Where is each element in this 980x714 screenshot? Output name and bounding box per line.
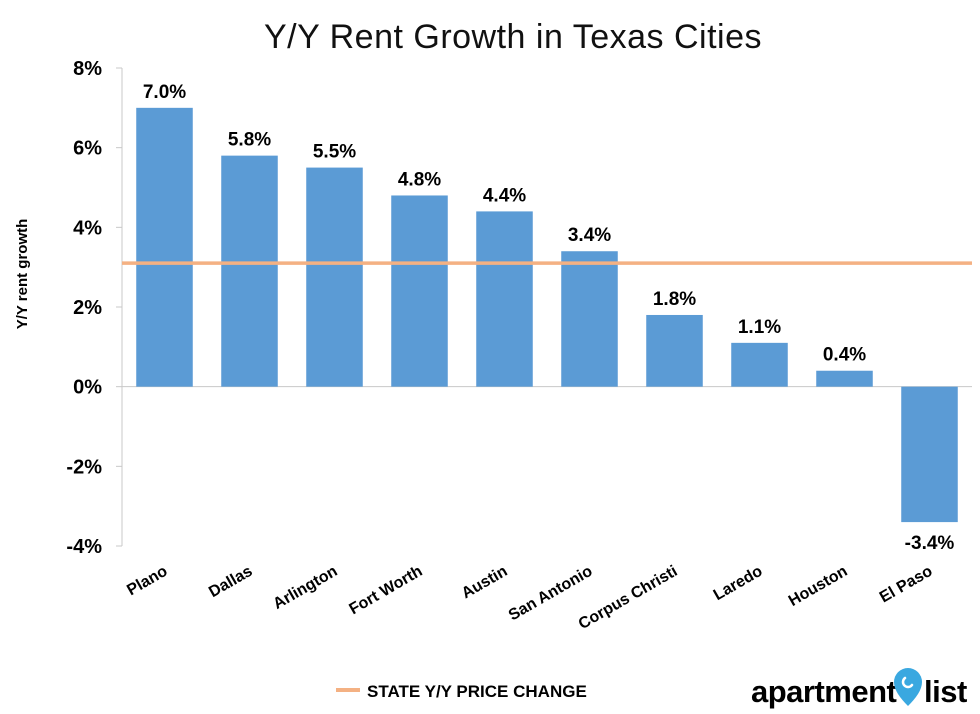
logo-text-apartment: apartment	[751, 674, 897, 709]
x-axis-labels: Plano Dallas Arlington Fort Worth AustinSan …	[124, 563, 935, 633]
data-label: -3.4%	[905, 533, 955, 554]
x-tick-label: Laredo	[711, 563, 766, 605]
data-labels: 7.0% 5.8% 5.5% 4.8% 4.4% 3.4% 1.8% 1.1% 0.4% -3.4…	[143, 82, 955, 554]
bars	[136, 107, 958, 523]
bar	[391, 195, 448, 387]
chart-title: Y/Y Rent Growth in Texas Cities	[264, 18, 762, 56]
x-tick-label: El Paso	[877, 563, 936, 607]
bar	[901, 386, 958, 523]
bar	[646, 314, 703, 387]
bar	[731, 342, 788, 387]
bar	[476, 211, 533, 387]
bar	[561, 251, 618, 387]
x-tick-label: Fort Worth	[346, 563, 425, 618]
bar	[816, 370, 873, 387]
data-label: 4.4%	[483, 185, 526, 206]
y-axis: 8% 6% 4% 2% 0% -2% -4%	[66, 58, 972, 558]
legend: STATE Y/Y PRICE CHANGE	[336, 682, 587, 701]
y-tick-label: -4%	[66, 536, 102, 558]
data-label: 5.5%	[313, 142, 356, 163]
x-tick-label: Arlington	[270, 563, 340, 613]
y-axis-label: Y/Y rent growth	[14, 219, 31, 330]
legend-label: STATE Y/Y PRICE CHANGE	[367, 682, 587, 701]
y-tick-label: 8%	[73, 58, 102, 80]
location-pin-icon	[894, 668, 922, 706]
apartment-list-logo: apartment list	[751, 668, 967, 709]
data-label: 7.0%	[143, 82, 186, 103]
data-label: 4.8%	[398, 169, 441, 190]
data-label: 1.1%	[738, 317, 781, 338]
bar	[221, 155, 278, 387]
x-tick-label: Dallas	[206, 563, 255, 601]
bar	[136, 107, 193, 387]
y-tick-label: -2%	[66, 456, 102, 478]
y-tick-label: 4%	[73, 217, 102, 239]
y-tick-label: 6%	[73, 138, 102, 160]
y-tick-label: 2%	[73, 297, 102, 319]
x-tick-label: Plano	[124, 563, 170, 600]
data-label: 1.8%	[653, 289, 696, 310]
data-label: 5.8%	[228, 130, 271, 151]
x-tick-label: Austin	[459, 563, 511, 603]
bar	[306, 167, 363, 387]
logo-text-list: list	[924, 674, 967, 709]
data-label: 3.4%	[568, 225, 611, 246]
y-tick-label: 0%	[73, 377, 102, 399]
data-label: 0.4%	[823, 345, 866, 366]
x-tick-label: Houston	[786, 563, 851, 610]
